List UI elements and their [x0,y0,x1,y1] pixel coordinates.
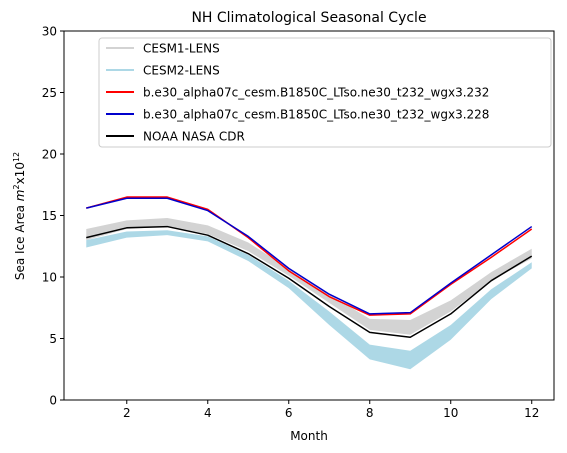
series-lines [86,196,533,339]
x-tick-label: 4 [204,406,212,420]
legend-label-1: CESM1-LENS [143,42,220,56]
uncertainty-bands [86,217,532,370]
x-axis-label: Month [290,429,328,443]
series-line-3 [86,225,533,339]
chart-legend: CESM1-LENS CESM2-LENS b.e30_alpha07c_cesm.… [98,37,552,148]
legend-label-5: NOAA NASA CDR [143,130,245,144]
legend-label-4: b.e30_alpha07c_cesm.B1850C_LTso.ne30_t23… [143,108,489,122]
x-tick-label: 10 [443,406,458,420]
y-tick-label: 15 [42,209,57,223]
y-tick-label: 0 [49,394,57,408]
x-tick-label: 2 [123,406,131,420]
x-tick-label: 12 [524,406,539,420]
legend-frame [98,37,552,148]
y-tick-label: 5 [49,332,57,346]
series-line-1 [86,196,533,316]
series-line-2 [86,197,533,315]
y-tick-label: 30 [42,25,57,39]
x-axis-ticks: 2 4 6 8 10 12 [123,400,539,420]
y-axis-label: Sea Ice Area m2x1012 [12,152,27,280]
y-tick-label: 25 [42,86,57,100]
x-tick-label: 8 [366,406,374,420]
x-tick-label: 6 [285,406,293,420]
y-axis-ticks: 0 5 10 15 20 25 30 [42,25,64,408]
legend-label-3: b.e30_alpha07c_cesm.B1850C_LTso.ne30_t23… [143,86,489,100]
legend-label-2: CESM2-LENS [143,64,220,78]
y-tick-label: 20 [42,148,57,162]
chart-title: NH Climatological Seasonal Cycle [191,10,426,26]
y-tick-label: 10 [42,271,57,285]
band-cesm2-lens [86,230,532,370]
